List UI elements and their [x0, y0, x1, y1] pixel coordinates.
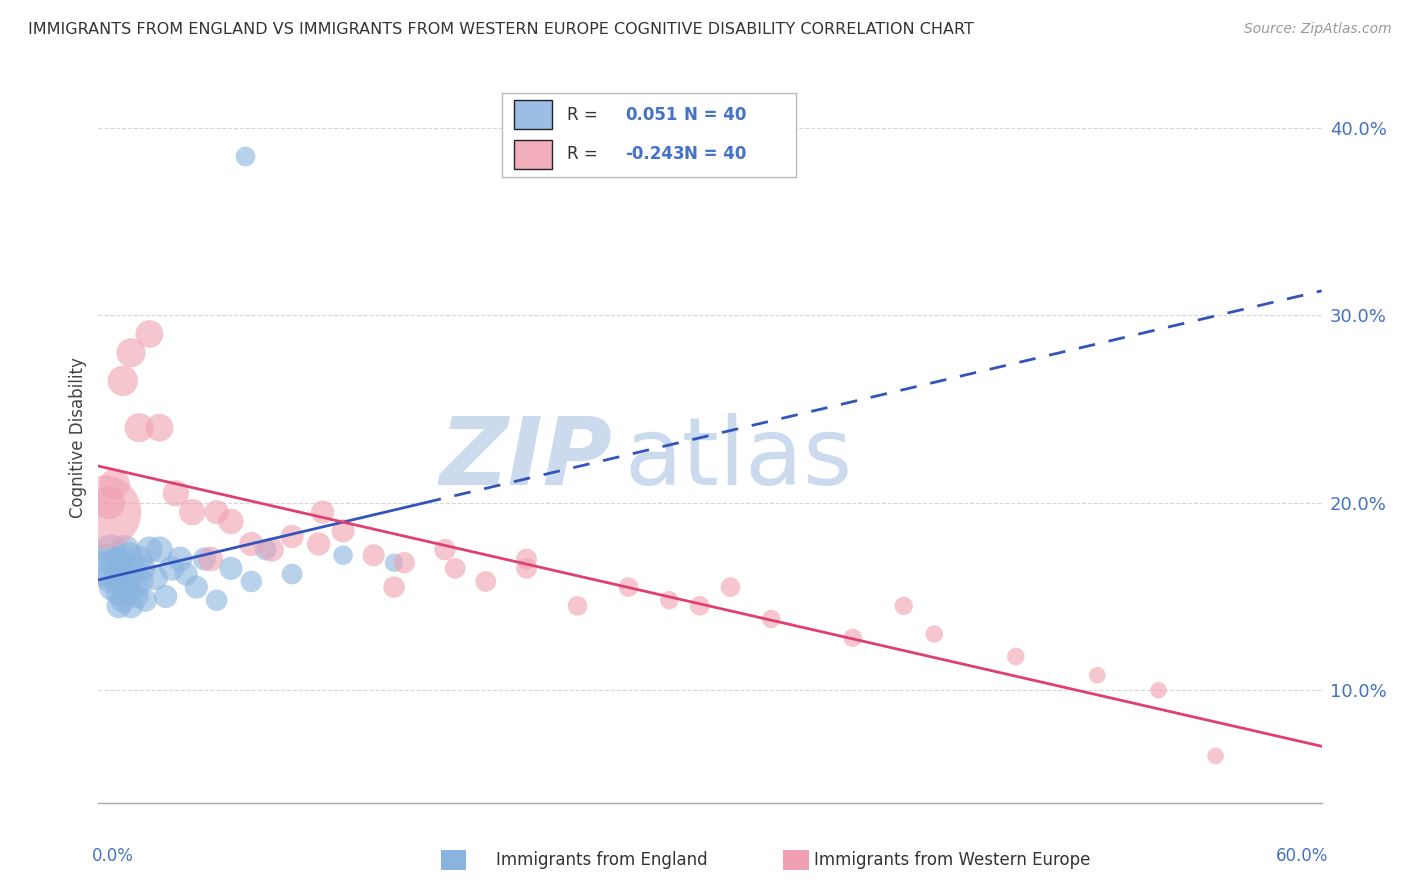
Text: ZIP: ZIP — [439, 413, 612, 505]
Point — [186, 580, 208, 594]
Point — [219, 515, 242, 529]
Point — [138, 326, 160, 341]
Point — [120, 599, 142, 613]
Point — [118, 571, 141, 585]
Point — [474, 574, 498, 589]
Point — [155, 590, 177, 604]
Point — [149, 420, 172, 434]
Point — [101, 580, 124, 594]
Point — [516, 561, 538, 575]
Point — [332, 548, 354, 562]
Point — [1147, 683, 1170, 698]
Point — [567, 599, 589, 613]
Point — [128, 552, 150, 566]
Point — [129, 574, 152, 589]
Point — [1085, 668, 1108, 682]
Point — [893, 599, 915, 613]
Point — [97, 571, 120, 585]
Point — [181, 505, 204, 519]
Point — [841, 631, 863, 645]
Text: N = 40: N = 40 — [685, 106, 747, 124]
Point — [108, 586, 131, 600]
Point — [233, 149, 256, 163]
Text: Immigrants from Western Europe: Immigrants from Western Europe — [814, 851, 1091, 869]
Point — [382, 580, 405, 594]
Point — [145, 571, 167, 585]
Point — [240, 537, 263, 551]
Point — [169, 552, 191, 566]
Point — [128, 420, 150, 434]
Point — [160, 561, 183, 575]
Point — [132, 561, 155, 575]
Point — [108, 566, 131, 581]
Point — [108, 599, 131, 613]
Point — [97, 496, 120, 510]
Text: atlas: atlas — [624, 413, 852, 505]
Text: IMMIGRANTS FROM ENGLAND VS IMMIGRANTS FROM WESTERN EUROPE COGNITIVE DISABILITY C: IMMIGRANTS FROM ENGLAND VS IMMIGRANTS FR… — [28, 22, 974, 37]
Text: -0.243: -0.243 — [626, 145, 685, 163]
Text: R =: R = — [567, 145, 598, 163]
Point — [689, 599, 711, 613]
Point — [718, 580, 742, 594]
Point — [165, 486, 187, 500]
Point — [120, 345, 142, 359]
Point — [922, 627, 945, 641]
Point — [260, 542, 283, 557]
Point — [114, 542, 136, 557]
Point — [96, 552, 118, 566]
FancyBboxPatch shape — [513, 100, 553, 129]
Point — [205, 593, 228, 607]
Text: 60.0%: 60.0% — [1275, 847, 1327, 864]
Point — [93, 505, 115, 519]
Point — [138, 542, 160, 557]
Point — [193, 552, 215, 566]
Point — [219, 561, 242, 575]
Point — [174, 566, 197, 581]
Text: Source: ZipAtlas.com: Source: ZipAtlas.com — [1244, 22, 1392, 37]
Point — [382, 556, 405, 570]
Point — [100, 542, 122, 557]
Point — [281, 566, 304, 581]
Point — [332, 524, 354, 538]
Point — [200, 552, 222, 566]
Point — [110, 552, 132, 566]
Point — [93, 561, 115, 575]
Point — [434, 542, 457, 557]
FancyBboxPatch shape — [513, 139, 553, 169]
Point — [104, 556, 127, 570]
Point — [281, 529, 304, 543]
Point — [122, 561, 145, 575]
Text: Immigrants from England: Immigrants from England — [496, 851, 709, 869]
Point — [118, 548, 141, 562]
Point — [312, 505, 335, 519]
Point — [124, 580, 146, 594]
Point — [149, 542, 172, 557]
Point — [1205, 748, 1227, 763]
Point — [240, 574, 263, 589]
Point — [1004, 649, 1026, 664]
Point — [308, 537, 330, 551]
Point — [111, 374, 134, 388]
Point — [104, 477, 127, 491]
Point — [127, 590, 149, 604]
Y-axis label: Cognitive Disability: Cognitive Disability — [69, 357, 87, 517]
Point — [254, 542, 277, 557]
Point — [115, 580, 138, 594]
Point — [205, 505, 228, 519]
Point — [516, 552, 538, 566]
Point — [761, 612, 783, 626]
Point — [392, 556, 416, 570]
Point — [444, 561, 467, 575]
Point — [363, 548, 385, 562]
Point — [658, 593, 681, 607]
Text: N = 40: N = 40 — [685, 145, 747, 163]
Point — [111, 593, 134, 607]
Text: 0.0%: 0.0% — [93, 847, 134, 864]
Text: R =: R = — [567, 106, 598, 124]
Text: 0.051: 0.051 — [626, 106, 678, 124]
Point — [617, 580, 640, 594]
Point — [105, 574, 128, 589]
Point — [134, 593, 156, 607]
